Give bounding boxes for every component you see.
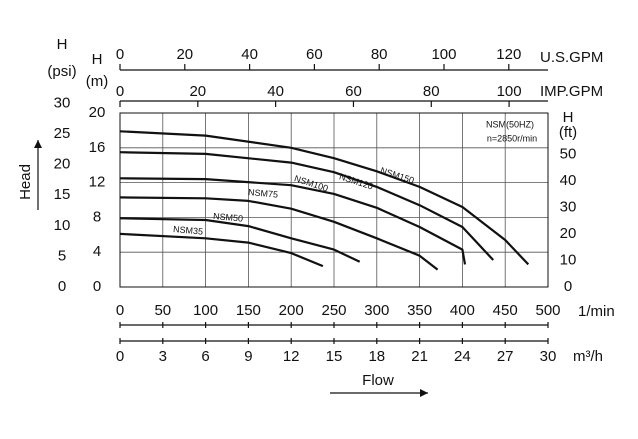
x-tick-label: 60: [306, 46, 323, 63]
series-label: NSM35: [173, 224, 204, 237]
annotation: n=2850r/min: [487, 133, 537, 143]
x-tick-label: 20: [189, 83, 206, 100]
curve: [119, 151, 495, 261]
x-tick-label: 120: [496, 46, 521, 63]
x-tick-label: 80: [423, 83, 440, 100]
x-tick-label: 450: [493, 302, 518, 319]
annotation: NSM(50HZ): [486, 119, 534, 129]
x-tick-label: 0: [116, 348, 124, 365]
y-tick-label: 8: [93, 208, 101, 225]
x-tick-label: 9: [244, 348, 252, 365]
x-tick-label: 30: [540, 348, 557, 365]
y-tick-label: 12: [89, 174, 106, 191]
x-tick-label: 80: [371, 46, 388, 63]
x-tick-label: 100: [431, 46, 456, 63]
axis-unit: m³/h: [573, 348, 603, 365]
y-tick-label: 30: [54, 94, 71, 111]
x-tick-label: 500: [535, 302, 560, 319]
x-tick-label: 40: [267, 83, 284, 100]
y-tick-label: 5: [58, 247, 66, 264]
x-tick-label: 60: [345, 83, 362, 100]
axis-symbol: H: [57, 36, 68, 53]
y-tick-label: 0: [93, 278, 101, 295]
x-tick-label: 6: [201, 348, 209, 365]
y-tick-label: 16: [89, 139, 106, 156]
axis-symbol: H: [563, 109, 574, 126]
y-tick-label: 10: [54, 217, 71, 234]
x-tick-label: 18: [368, 348, 385, 365]
x-tick-label: 40: [241, 46, 258, 63]
x-tick-label: 300: [364, 302, 389, 319]
x-tick-label: 200: [279, 302, 304, 319]
y-axis-symbol: H: [92, 51, 103, 68]
y-axis-title: Head: [17, 164, 34, 200]
axis-unit: (ft): [559, 124, 577, 141]
curve: [119, 232, 324, 268]
y-tick-label: 0: [564, 278, 572, 295]
x-arrow-head: [420, 389, 428, 397]
axis-unit: U.S.GPM: [540, 49, 603, 66]
x-tick-label: 15: [326, 348, 343, 365]
curve: [119, 177, 467, 265]
x-tick-label: 12: [283, 348, 300, 365]
x-tick-label: 100: [193, 302, 218, 319]
y-tick-label: 15: [54, 186, 71, 203]
x-tick-label: 100: [497, 83, 522, 100]
x-tick-label: 0: [116, 83, 124, 100]
y-tick-label: 20: [54, 156, 71, 173]
y-tick-label: 4: [93, 243, 101, 260]
series-label: NSM75: [248, 187, 279, 200]
x-tick-label: 50: [154, 302, 171, 319]
x-tick-label: 0: [116, 46, 124, 63]
series-label: NSM120: [338, 171, 374, 191]
axis-unit: IMP.GPM: [540, 83, 603, 100]
x-axis-title: Flow: [362, 372, 394, 389]
curve: [119, 130, 530, 266]
x-axis-unit: 1/min: [578, 303, 615, 320]
plot-frame: [119, 112, 549, 288]
x-tick-label: 3: [159, 348, 167, 365]
x-tick-label: 350: [407, 302, 432, 319]
y-tick-label: 20: [89, 104, 106, 121]
y-tick-label: 30: [560, 198, 577, 215]
y-axis-unit: (m): [86, 73, 109, 90]
x-tick-label: 24: [454, 348, 471, 365]
series-label: NSM50: [213, 211, 244, 224]
curve: [119, 217, 361, 263]
x-tick-label: 400: [450, 302, 475, 319]
y-tick-label: 10: [560, 251, 577, 268]
curve: [119, 196, 439, 271]
y-tick-label: 20: [560, 225, 577, 242]
y-arrow-head: [34, 140, 42, 148]
axis-unit: (psi): [47, 63, 76, 80]
x-tick-label: 21: [411, 348, 428, 365]
y-tick-label: 0: [58, 278, 66, 295]
x-tick-label: 27: [497, 348, 514, 365]
y-tick-label: 50: [560, 145, 577, 162]
x-tick-label: 150: [236, 302, 261, 319]
y-tick-label: 40: [560, 172, 577, 189]
x-tick-label: 20: [176, 46, 193, 63]
x-tick-label: 0: [116, 302, 124, 319]
series-label: NSM100: [293, 173, 329, 193]
x-tick-label: 250: [321, 302, 346, 319]
y-tick-label: 25: [54, 125, 71, 142]
